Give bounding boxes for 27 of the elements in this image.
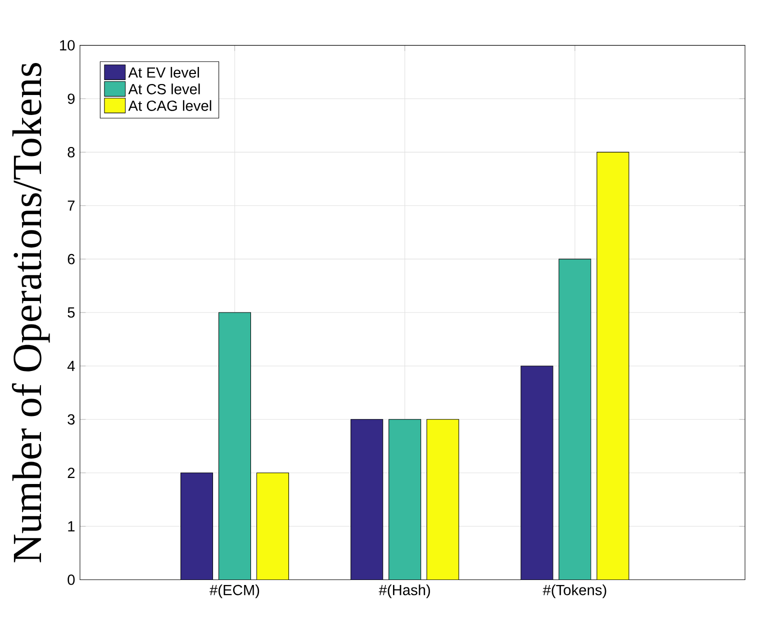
y-tick-label: 0 [68,574,75,585]
y-tick-label: 7 [68,200,75,211]
y-tick-label: 3 [68,414,75,425]
y-tick-label: 8 [68,147,75,158]
y-tick-label: 6 [68,254,75,264]
bar [256,472,289,580]
bar [520,366,554,580]
legend-label: At EV level [128,66,199,78]
y-tick-label: 5 [68,307,75,318]
y-tick-label: 9 [68,94,75,104]
y-axis-title: Number of Operations/Tokens [12,62,50,562]
bar [596,152,630,580]
y-tick-label: 2 [68,468,75,478]
bar [180,472,214,580]
y-tick-label: 4 [67,360,75,371]
x-tick-label: #(Tokens) [542,584,606,598]
legend-label: At CS level [128,84,200,94]
bar [426,419,460,580]
y-tick-label: 1 [68,521,75,532]
x-tick-label: #(Hash) [378,584,430,598]
bar [558,258,592,580]
bar [388,419,422,580]
bar [350,419,384,580]
legend-label: At CAG level [128,100,212,111]
x-tick-label: #(ECM) [210,584,260,598]
y-tick-label: 10 [60,40,75,50]
bar [218,312,252,580]
